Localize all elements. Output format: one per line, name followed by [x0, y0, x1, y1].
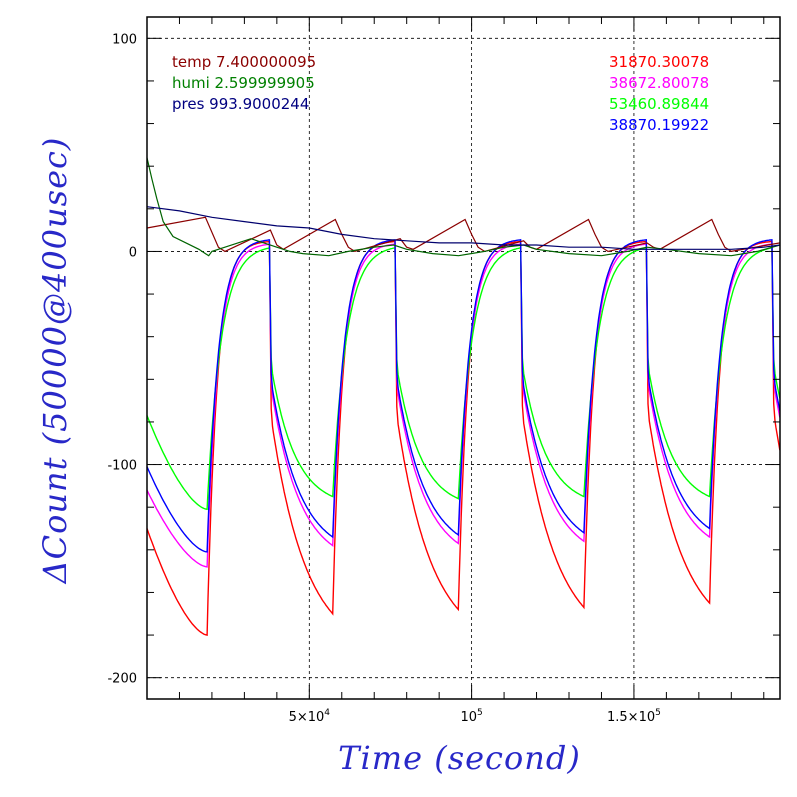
y-tick-label: 100 — [112, 32, 137, 47]
x-tick-label: 105 — [460, 708, 482, 725]
series-layer — [146, 157, 781, 636]
x-axis-title: Time (second) — [338, 739, 581, 777]
plot-frame — [146, 16, 781, 700]
x-tick-label-exponent: 5 — [477, 708, 483, 718]
x-tick-label: 1.5×105 — [607, 708, 661, 725]
x-tick-label-exponent: 5 — [655, 708, 661, 718]
x-tick-label-base: 10 — [460, 710, 477, 725]
y-tick-label: -200 — [107, 672, 137, 687]
legend-entry: 53460.89844 — [609, 95, 709, 113]
y-axis-title: ΔCount (50000@400usec) — [36, 137, 74, 586]
x-tick-label: 5×104 — [289, 708, 331, 725]
legend: temp 7.400000095 humi 2.599999905 pres 993… — [172, 53, 709, 134]
series-line — [146, 238, 781, 553]
legend-entry: 38870.19922 — [609, 116, 709, 134]
series-line — [146, 243, 781, 568]
x-tick-label-base: 5×10 — [289, 710, 325, 725]
series-line — [146, 246, 781, 511]
x-tick-label-exponent: 4 — [324, 708, 330, 718]
legend-entry: temp 7.400000095 — [172, 53, 316, 71]
legend-entry: 31870.30078 — [609, 53, 709, 71]
y-tick-label: -100 — [107, 459, 137, 474]
legend-entry: pres 993.9000244 — [172, 95, 309, 113]
legend-entry: 38672.80078 — [609, 74, 709, 92]
legend-entry: humi 2.599999905 — [172, 74, 315, 92]
y-tick-label: 0 — [129, 245, 137, 260]
env-series-line-humi — [146, 157, 781, 257]
env-series-line-temp — [146, 216, 781, 253]
x-tick-label-base: 1.5×10 — [607, 710, 655, 725]
env-series-line-pres — [146, 206, 781, 250]
